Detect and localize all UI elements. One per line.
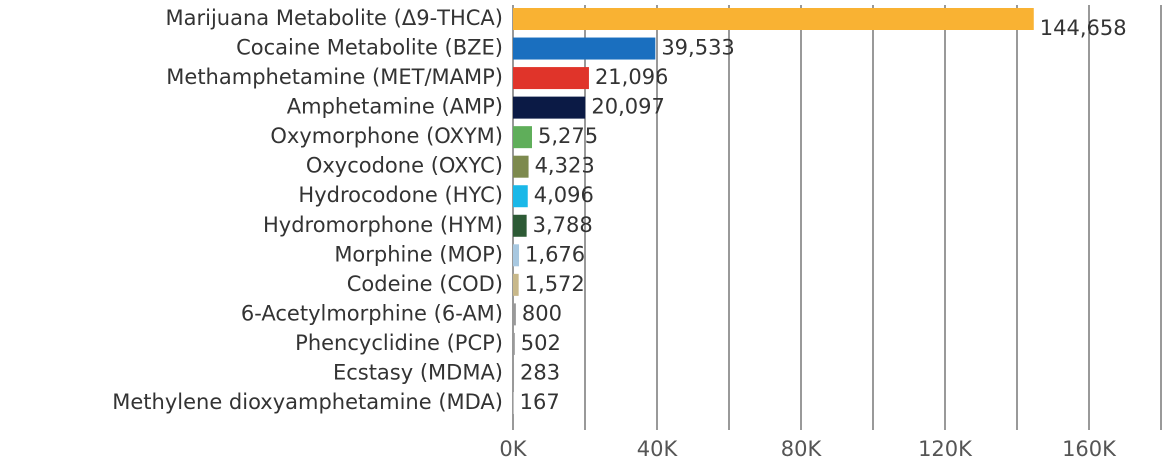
bar xyxy=(513,244,520,267)
value-label: 1,676 xyxy=(525,242,585,266)
bar xyxy=(513,8,1034,30)
y-tick-label: Oxycodone (OXYC) xyxy=(306,154,503,178)
y-tick-label: Methamphetamine (MET/MAMP) xyxy=(166,65,503,89)
bar xyxy=(513,37,656,60)
y-tick-label: Hydromorphone (HYM) xyxy=(263,213,503,237)
y-tick-label: Phencyclidine (PCP) xyxy=(295,331,503,355)
value-label: 283 xyxy=(520,360,560,384)
x-tick-label: 0K xyxy=(499,437,527,461)
value-label: 5,275 xyxy=(538,124,598,148)
x-tick-label: 40K xyxy=(637,437,679,461)
x-tick-label: 160K xyxy=(1062,437,1117,461)
value-label: 4,323 xyxy=(535,154,595,178)
y-tick-label: Amphetamine (AMP) xyxy=(287,95,503,119)
value-label: 167 xyxy=(520,390,560,414)
y-tick-label: Oxymorphone (OXYM) xyxy=(270,124,503,148)
value-label: 800 xyxy=(522,301,562,325)
y-tick-label: Cocaine Metabolite (BZE) xyxy=(236,36,503,60)
x-tick-label: 120K xyxy=(918,437,973,461)
bar xyxy=(513,67,589,90)
value-label: 20,097 xyxy=(591,95,664,119)
y-tick-label: 6-Acetylmorphine (6-AM) xyxy=(241,301,503,325)
bar xyxy=(513,332,515,355)
value-label: 21,096 xyxy=(595,65,668,89)
bar xyxy=(513,155,529,178)
value-label: 1,572 xyxy=(525,272,585,296)
bar xyxy=(513,126,532,149)
y-tick-label: Methylene dioxyamphetamine (MDA) xyxy=(112,390,503,414)
bar xyxy=(513,214,527,237)
value-label: 39,533 xyxy=(661,36,734,60)
bar xyxy=(513,303,516,326)
y-tick-label: Codeine (COD) xyxy=(347,272,503,296)
y-tick-label: Ecstasy (MDMA) xyxy=(333,360,503,384)
value-label: 3,788 xyxy=(533,213,593,237)
x-tick-label: 80K xyxy=(781,437,823,461)
bar xyxy=(513,185,528,208)
value-label: 4,096 xyxy=(534,183,594,207)
bar xyxy=(513,392,514,414)
y-tick-label: Morphine (MOP) xyxy=(334,242,503,266)
bar xyxy=(513,362,515,385)
bar xyxy=(513,273,519,296)
y-tick-label: Marijuana Metabolite (Δ9-THCA) xyxy=(166,6,503,30)
value-label: 502 xyxy=(521,331,561,355)
y-tick-label: Hydrocodone (HYC) xyxy=(298,183,503,207)
value-label: 144,658 xyxy=(1040,16,1127,40)
bar xyxy=(513,96,586,119)
